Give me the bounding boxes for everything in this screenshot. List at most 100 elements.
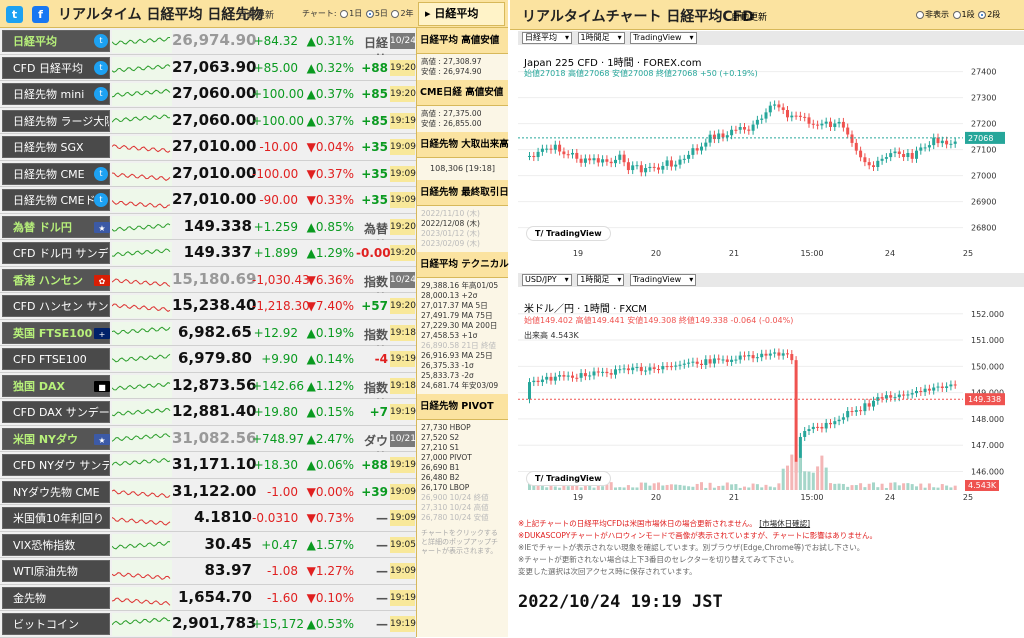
quote-name[interactable]: CFD 日経平均 bbox=[2, 56, 110, 79]
sparkline[interactable] bbox=[112, 109, 172, 133]
candle bbox=[665, 366, 669, 368]
sparkline[interactable] bbox=[112, 189, 172, 212]
quote-name[interactable]: 独国 DAX bbox=[2, 374, 110, 397]
quote-row[interactable]: CFD FTSE100 6,979.80 +9.90 ▲0.14% -4 19:… bbox=[0, 346, 416, 373]
quote-name[interactable]: 金先物 bbox=[2, 586, 110, 609]
sparkline[interactable] bbox=[112, 480, 172, 504]
quote-row[interactable]: 米国債10年利回り 4.1810 -0.0310 ▼0.73% — 19:09 bbox=[0, 505, 416, 532]
sparkline[interactable] bbox=[112, 454, 172, 477]
quote-change: +15,172 bbox=[252, 617, 305, 631]
quote-name[interactable]: CFD ハンセン サンデー bbox=[2, 295, 110, 317]
sparkline[interactable] bbox=[112, 268, 172, 292]
sparkline-line bbox=[112, 172, 171, 181]
sparkline[interactable] bbox=[112, 215, 172, 239]
chart1-symbol-select[interactable]: 日経平均 bbox=[522, 32, 572, 44]
sparkline[interactable] bbox=[112, 427, 172, 451]
holiday-link[interactable]: [市場休日確認] bbox=[759, 519, 811, 528]
quote-name[interactable]: 日経先物 mini bbox=[2, 83, 110, 105]
chart2-interval-select[interactable]: 1時間足 bbox=[577, 274, 625, 286]
quote-name[interactable]: 日経先物 ラージ大阪 bbox=[2, 109, 110, 132]
quote-name[interactable]: ビットコイン bbox=[2, 613, 110, 635]
sparkline[interactable] bbox=[112, 348, 172, 371]
radio-hide[interactable] bbox=[916, 10, 924, 19]
sparkline[interactable] bbox=[112, 533, 172, 557]
quote-row[interactable]: 日経先物 SGX 27,010.00 -10.00 ▼0.04% +35 19:… bbox=[0, 134, 416, 161]
quote-row[interactable]: 独国 DAX 12,873.56 +142.66 ▲1.12% 指数比 19:1… bbox=[0, 372, 416, 412]
quote-row[interactable]: WTI原油先物 83.97 -1.08 ▼1.27% — 19:09 bbox=[0, 558, 416, 585]
candle bbox=[884, 157, 888, 159]
quote-name[interactable]: 香港 ハンセン bbox=[2, 268, 110, 291]
radio-1d[interactable] bbox=[340, 9, 349, 18]
sparkline[interactable] bbox=[112, 295, 172, 318]
sparkline[interactable] bbox=[112, 56, 172, 80]
sparkline[interactable] bbox=[112, 560, 172, 583]
quote-name[interactable]: VIX恐怖指数 bbox=[2, 533, 110, 556]
quote-row[interactable]: 金先物 1,654.70 -1.60 ▼0.10% — 19:19 bbox=[0, 584, 416, 611]
quote-row[interactable]: NYダウ先物 CME 31,122.00 -1.00 ▼0.00% +39 19… bbox=[0, 478, 416, 505]
quote-row[interactable]: 日経先物 ラージ大阪 27,060.00 +100.00 ▲0.37% +85 … bbox=[0, 107, 416, 134]
sparkline[interactable] bbox=[112, 401, 172, 424]
quote-name[interactable]: 為替 ドル円 bbox=[2, 215, 110, 238]
quote-row[interactable]: 日経先物 mini 27,060.00 +100.00 ▲0.37% +85 1… bbox=[0, 81, 416, 108]
sparkline[interactable] bbox=[112, 586, 172, 610]
candle bbox=[816, 426, 820, 428]
usdjpy-chart[interactable]: 152.000 151.000 150.000 149.000 148.000 147.0… bbox=[518, 288, 1024, 512]
chart2-symbol-select[interactable]: USD/JPY bbox=[522, 274, 572, 286]
quote-row[interactable]: CFD NYダウ サンデー 31,171.10 +18.30 ▲0.06% +8… bbox=[0, 452, 416, 479]
quote-name[interactable]: 米国債10年利回り bbox=[2, 507, 110, 529]
radio-1row[interactable] bbox=[952, 10, 961, 19]
quote-name[interactable]: 日経平均 bbox=[2, 30, 110, 52]
quote-row[interactable]: VIX恐怖指数 30.45 +0.47 ▲1.57% — 19:05 bbox=[0, 531, 416, 558]
chart1-source-select[interactable]: TradingView bbox=[630, 32, 697, 44]
sparkline[interactable] bbox=[112, 162, 172, 186]
quote-row[interactable]: CFD ドル円 サンデー 149.337 +1.899 ▲1.29% -0.00… bbox=[0, 240, 416, 267]
radio-5d[interactable] bbox=[365, 9, 374, 18]
quote-percent: ▼0.04% bbox=[306, 140, 354, 154]
quote-row[interactable]: 日経先物 CMEドル 27,010.00 -90.00 ▼0.33% +35 1… bbox=[0, 187, 416, 214]
quote-name[interactable]: CFD NYダウ サンデー bbox=[2, 454, 110, 476]
quote-percent: ▲1.29% bbox=[306, 246, 354, 260]
quote-name[interactable]: 日経先物 CME bbox=[2, 162, 110, 185]
facebook-icon[interactable]: f bbox=[32, 6, 49, 23]
sparkline[interactable] bbox=[112, 321, 172, 345]
sparkline[interactable] bbox=[112, 242, 172, 265]
sparkline[interactable] bbox=[112, 83, 172, 106]
quote-name[interactable]: 日経先物 SGX bbox=[2, 136, 110, 158]
chart-range-selector[interactable]: チャート: 1日 5日 2年 bbox=[302, 8, 414, 19]
quote-row[interactable]: 英国 FTSE100 6,982.65 +12.92 ▲0.19% 指数比 19… bbox=[0, 319, 416, 359]
radio-2y[interactable] bbox=[391, 9, 400, 18]
candle bbox=[622, 368, 626, 370]
quote-name[interactable]: WTI原油先物 bbox=[2, 560, 110, 582]
quote-row[interactable]: 日経先物 CME 27,010.00 -100.00 ▼0.37% +35 19… bbox=[0, 160, 416, 187]
sparkline[interactable] bbox=[112, 136, 172, 159]
sparkline[interactable] bbox=[112, 30, 172, 53]
quote-change: +142.66 bbox=[252, 378, 305, 393]
quote-row[interactable]: 為替 ドル円 149.338 +1.259 ▲0.85% 為替比 19:20★ bbox=[0, 213, 416, 253]
quote-name[interactable]: NYダウ先物 CME bbox=[2, 480, 110, 503]
quote-row[interactable]: ビットコイン 2,901,783 +15,172 ▲0.53% — 19:19 bbox=[0, 611, 416, 638]
radio-2row[interactable] bbox=[978, 10, 987, 19]
volume-bar bbox=[932, 487, 936, 490]
side-value: 安値 : 26,974.90 bbox=[421, 67, 482, 76]
nikkei-chart[interactable]: 27400 27300 27200 27100 27000 26900 26800 19 20 2… bbox=[518, 46, 1024, 268]
quote-row[interactable]: CFD DAX サンデー 12,881.40 +19.80 ▲0.15% +7 … bbox=[0, 399, 416, 426]
quote-row[interactable]: 香港 ハンセン 15,180.69 -1,030.43 ▼6.36% 指数比 1… bbox=[0, 266, 416, 306]
chart1-interval-select[interactable]: 1時間足 bbox=[577, 32, 625, 44]
chart2-source-select[interactable]: TradingView bbox=[629, 274, 697, 286]
quote-name[interactable]: CFD DAX サンデー bbox=[2, 401, 110, 423]
sparkline[interactable] bbox=[112, 507, 172, 530]
quote-row[interactable]: 日経平均 26,974.90 +84.32 ▲0.31% 日経比 10/24t bbox=[0, 28, 416, 67]
sparkline[interactable] bbox=[112, 374, 172, 398]
sparkline[interactable] bbox=[112, 613, 172, 636]
quote-name[interactable]: 日経先物 CMEドル bbox=[2, 189, 110, 211]
quote-name[interactable]: 英国 FTSE100 bbox=[2, 321, 110, 344]
layout-options[interactable]: 非表示 1段 2段 bbox=[915, 9, 1000, 20]
quote-row[interactable]: 米国 NYダウ 31,082.56 +748.97 ▲2.47% ダウ比 10/… bbox=[0, 425, 416, 465]
quote-name[interactable]: CFD ドル円 サンデー bbox=[2, 242, 110, 264]
quote-row[interactable]: CFD ハンセン サンデー 15,238.40 -1,218.30 ▼7.40%… bbox=[0, 293, 416, 320]
quote-name[interactable]: 米国 NYダウ bbox=[2, 427, 110, 450]
twitter-icon[interactable]: t bbox=[6, 6, 23, 23]
y-tick-label: 147.000 bbox=[971, 441, 1004, 450]
quote-row[interactable]: CFD 日経平均 27,063.90 +85.00 ▲0.32% +88 19:… bbox=[0, 54, 416, 81]
quote-name[interactable]: CFD FTSE100 bbox=[2, 348, 110, 370]
